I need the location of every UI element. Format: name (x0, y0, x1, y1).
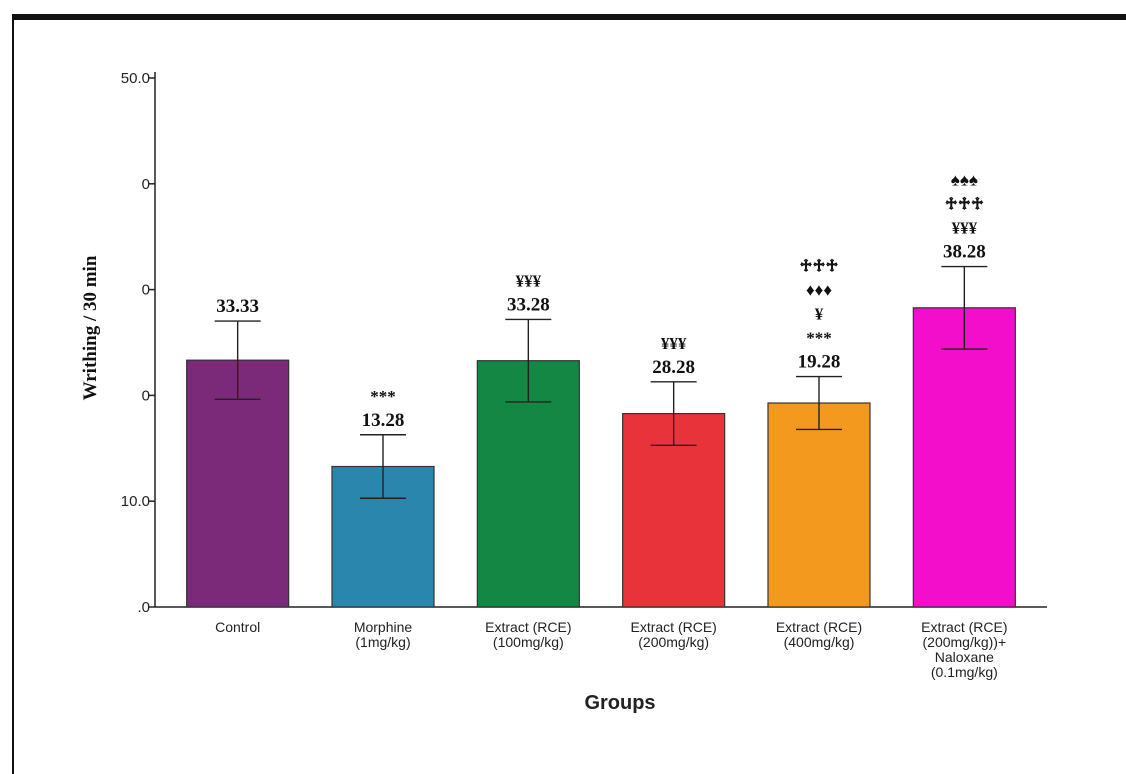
y-tick-label: 10.0 (121, 493, 150, 510)
category-label: (0.1mg/kg) (931, 664, 998, 680)
category-label: Extract (RCE) (630, 619, 716, 635)
data-label: 33.33 (216, 296, 259, 317)
category-label: Naloxane (935, 649, 994, 665)
significance-marker: ¥¥¥ (516, 271, 542, 290)
significance-marker: ♱♱♱ (945, 195, 984, 214)
significance-marker: *** (806, 329, 832, 348)
data-label: 13.28 (362, 410, 405, 431)
chart-frame (12, 14, 1126, 774)
category-label: Control (215, 619, 260, 635)
y-tick-label: 0 (142, 282, 150, 299)
bar (186, 359, 290, 608)
category-label: Extract (RCE) (485, 619, 571, 635)
significance-marker: ♦♦♦ (806, 281, 832, 300)
category-label: (200mg/kg) (638, 634, 709, 650)
category-label: (1mg/kg) (355, 634, 410, 650)
category-label: (100mg/kg) (493, 634, 564, 650)
significance-marker: ♠♠♠ (951, 171, 978, 190)
x-axis-label: Groups (584, 692, 655, 714)
category-label: (200mg/kg))+ (923, 634, 1007, 650)
data-label: 33.28 (507, 294, 550, 315)
y-tick-label: 0 (142, 176, 150, 193)
significance-marker: ¥¥¥ (952, 219, 978, 238)
bar-chart: 33.33 13.28 *** 33.28 ¥¥¥ 28.28 ¥¥¥ 19.28 *** ¥ ♦♦… (80, 70, 1047, 714)
category-label: Extract (RCE) (776, 619, 862, 635)
significance-marker: ♱♱♱ (799, 257, 838, 276)
category-label: Morphine (354, 619, 413, 635)
data-label: 38.28 (943, 242, 986, 263)
y-tick-label: .0 (137, 599, 150, 616)
significance-marker: ¥¥¥ (661, 334, 687, 353)
data-label: 28.28 (652, 357, 695, 378)
y-tick-label: 0 (142, 387, 150, 404)
y-tick-label: 50.0 (121, 70, 150, 87)
y-axis-label: Writhing / 30 min (80, 255, 101, 400)
bar (912, 307, 1016, 608)
significance-marker: *** (370, 387, 396, 406)
bar (767, 402, 871, 608)
category-label: Extract (RCE) (921, 619, 1007, 635)
category-label: (400mg/kg) (784, 634, 855, 650)
data-label: 19.28 (798, 352, 841, 373)
significance-marker: ¥ (815, 305, 824, 324)
